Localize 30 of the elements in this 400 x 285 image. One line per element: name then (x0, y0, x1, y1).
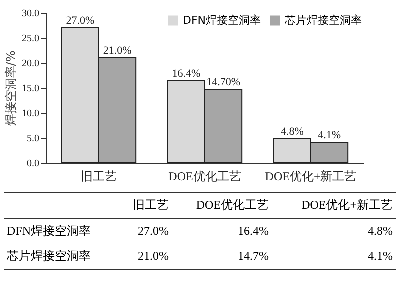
y-tick-label: 0.0 (27, 158, 40, 170)
category-label: 旧工艺 (132, 198, 169, 212)
data-label: 27.0% (66, 15, 95, 27)
data-label: 4.1% (318, 130, 342, 142)
y-axis-title: 焊接空洞率/% (4, 50, 18, 126)
data-label: 14.70% (206, 76, 241, 88)
data-label: 16.4% (172, 68, 201, 80)
y-tick-label: 5.0 (27, 134, 40, 144)
y-tick-label: 30.0 (22, 8, 40, 20)
legend-label: DFN焊接空洞率 (183, 14, 262, 27)
text: 14.7% (237, 248, 270, 265)
y-tick-label: 20.0 (22, 58, 40, 70)
y-tick-label: 10.0 (22, 108, 40, 120)
y-tick-label: 15.0 (22, 84, 40, 94)
category-label: DOE优化工艺 (196, 198, 270, 212)
text: 21.0% (136, 248, 170, 265)
text: 27.0% (136, 223, 170, 240)
category-label: DOE优化+新工艺 (302, 198, 393, 212)
text: DFN焊接空洞率 (7, 224, 92, 238)
x-tick-label: 旧工艺 (81, 170, 117, 184)
text: 4.1% (367, 248, 394, 265)
text: 芯片焊接空洞率 (7, 249, 91, 263)
legend-label: 芯片焊接空洞率 (284, 14, 362, 27)
data-label: 21.0% (103, 45, 132, 57)
text: 16.4% (237, 223, 270, 240)
data-label: 4.8% (280, 126, 304, 138)
x-tick-label: DOE优化工艺 (168, 170, 242, 184)
y-tick-label: 25.0 (22, 34, 40, 44)
text: 4.8% (367, 223, 394, 240)
x-tick-label: DOE优化+新工艺 (265, 170, 357, 184)
